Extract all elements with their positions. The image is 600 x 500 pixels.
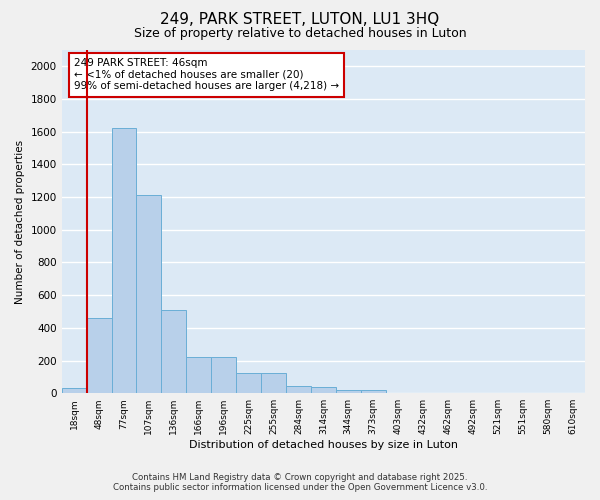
Bar (186, 358, 211, 393)
Text: 249, PARK STREET, LUTON, LU1 3HQ: 249, PARK STREET, LUTON, LU1 3HQ (160, 12, 440, 28)
Bar (136, 196, 161, 393)
Bar (236, 373, 261, 393)
Bar (161, 310, 186, 393)
Bar (261, 373, 286, 393)
Bar (361, 390, 386, 393)
Y-axis label: Number of detached properties: Number of detached properties (15, 140, 25, 304)
Bar (62, 388, 86, 393)
Bar (286, 386, 311, 393)
Bar (211, 358, 236, 393)
Bar (86, 318, 112, 393)
Bar (311, 386, 336, 393)
Bar (336, 390, 361, 393)
Bar (112, 128, 136, 393)
Text: Size of property relative to detached houses in Luton: Size of property relative to detached ho… (134, 28, 466, 40)
Text: 249 PARK STREET: 46sqm
← <1% of detached houses are smaller (20)
99% of semi-det: 249 PARK STREET: 46sqm ← <1% of detached… (74, 58, 339, 92)
Text: Contains HM Land Registry data © Crown copyright and database right 2025.
Contai: Contains HM Land Registry data © Crown c… (113, 473, 487, 492)
X-axis label: Distribution of detached houses by size in Luton: Distribution of detached houses by size … (189, 440, 458, 450)
